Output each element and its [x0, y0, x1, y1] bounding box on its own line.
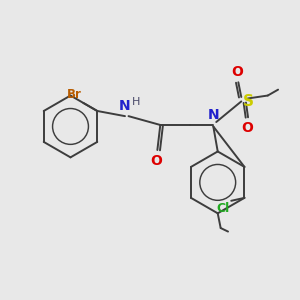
Text: Cl: Cl — [217, 202, 230, 215]
Text: N: N — [119, 99, 131, 113]
Text: N: N — [208, 108, 219, 122]
Text: O: O — [241, 121, 253, 135]
Text: O: O — [231, 65, 243, 79]
Text: O: O — [150, 154, 162, 167]
Text: Br: Br — [67, 88, 82, 101]
Text: S: S — [243, 94, 254, 109]
Text: H: H — [131, 97, 140, 107]
